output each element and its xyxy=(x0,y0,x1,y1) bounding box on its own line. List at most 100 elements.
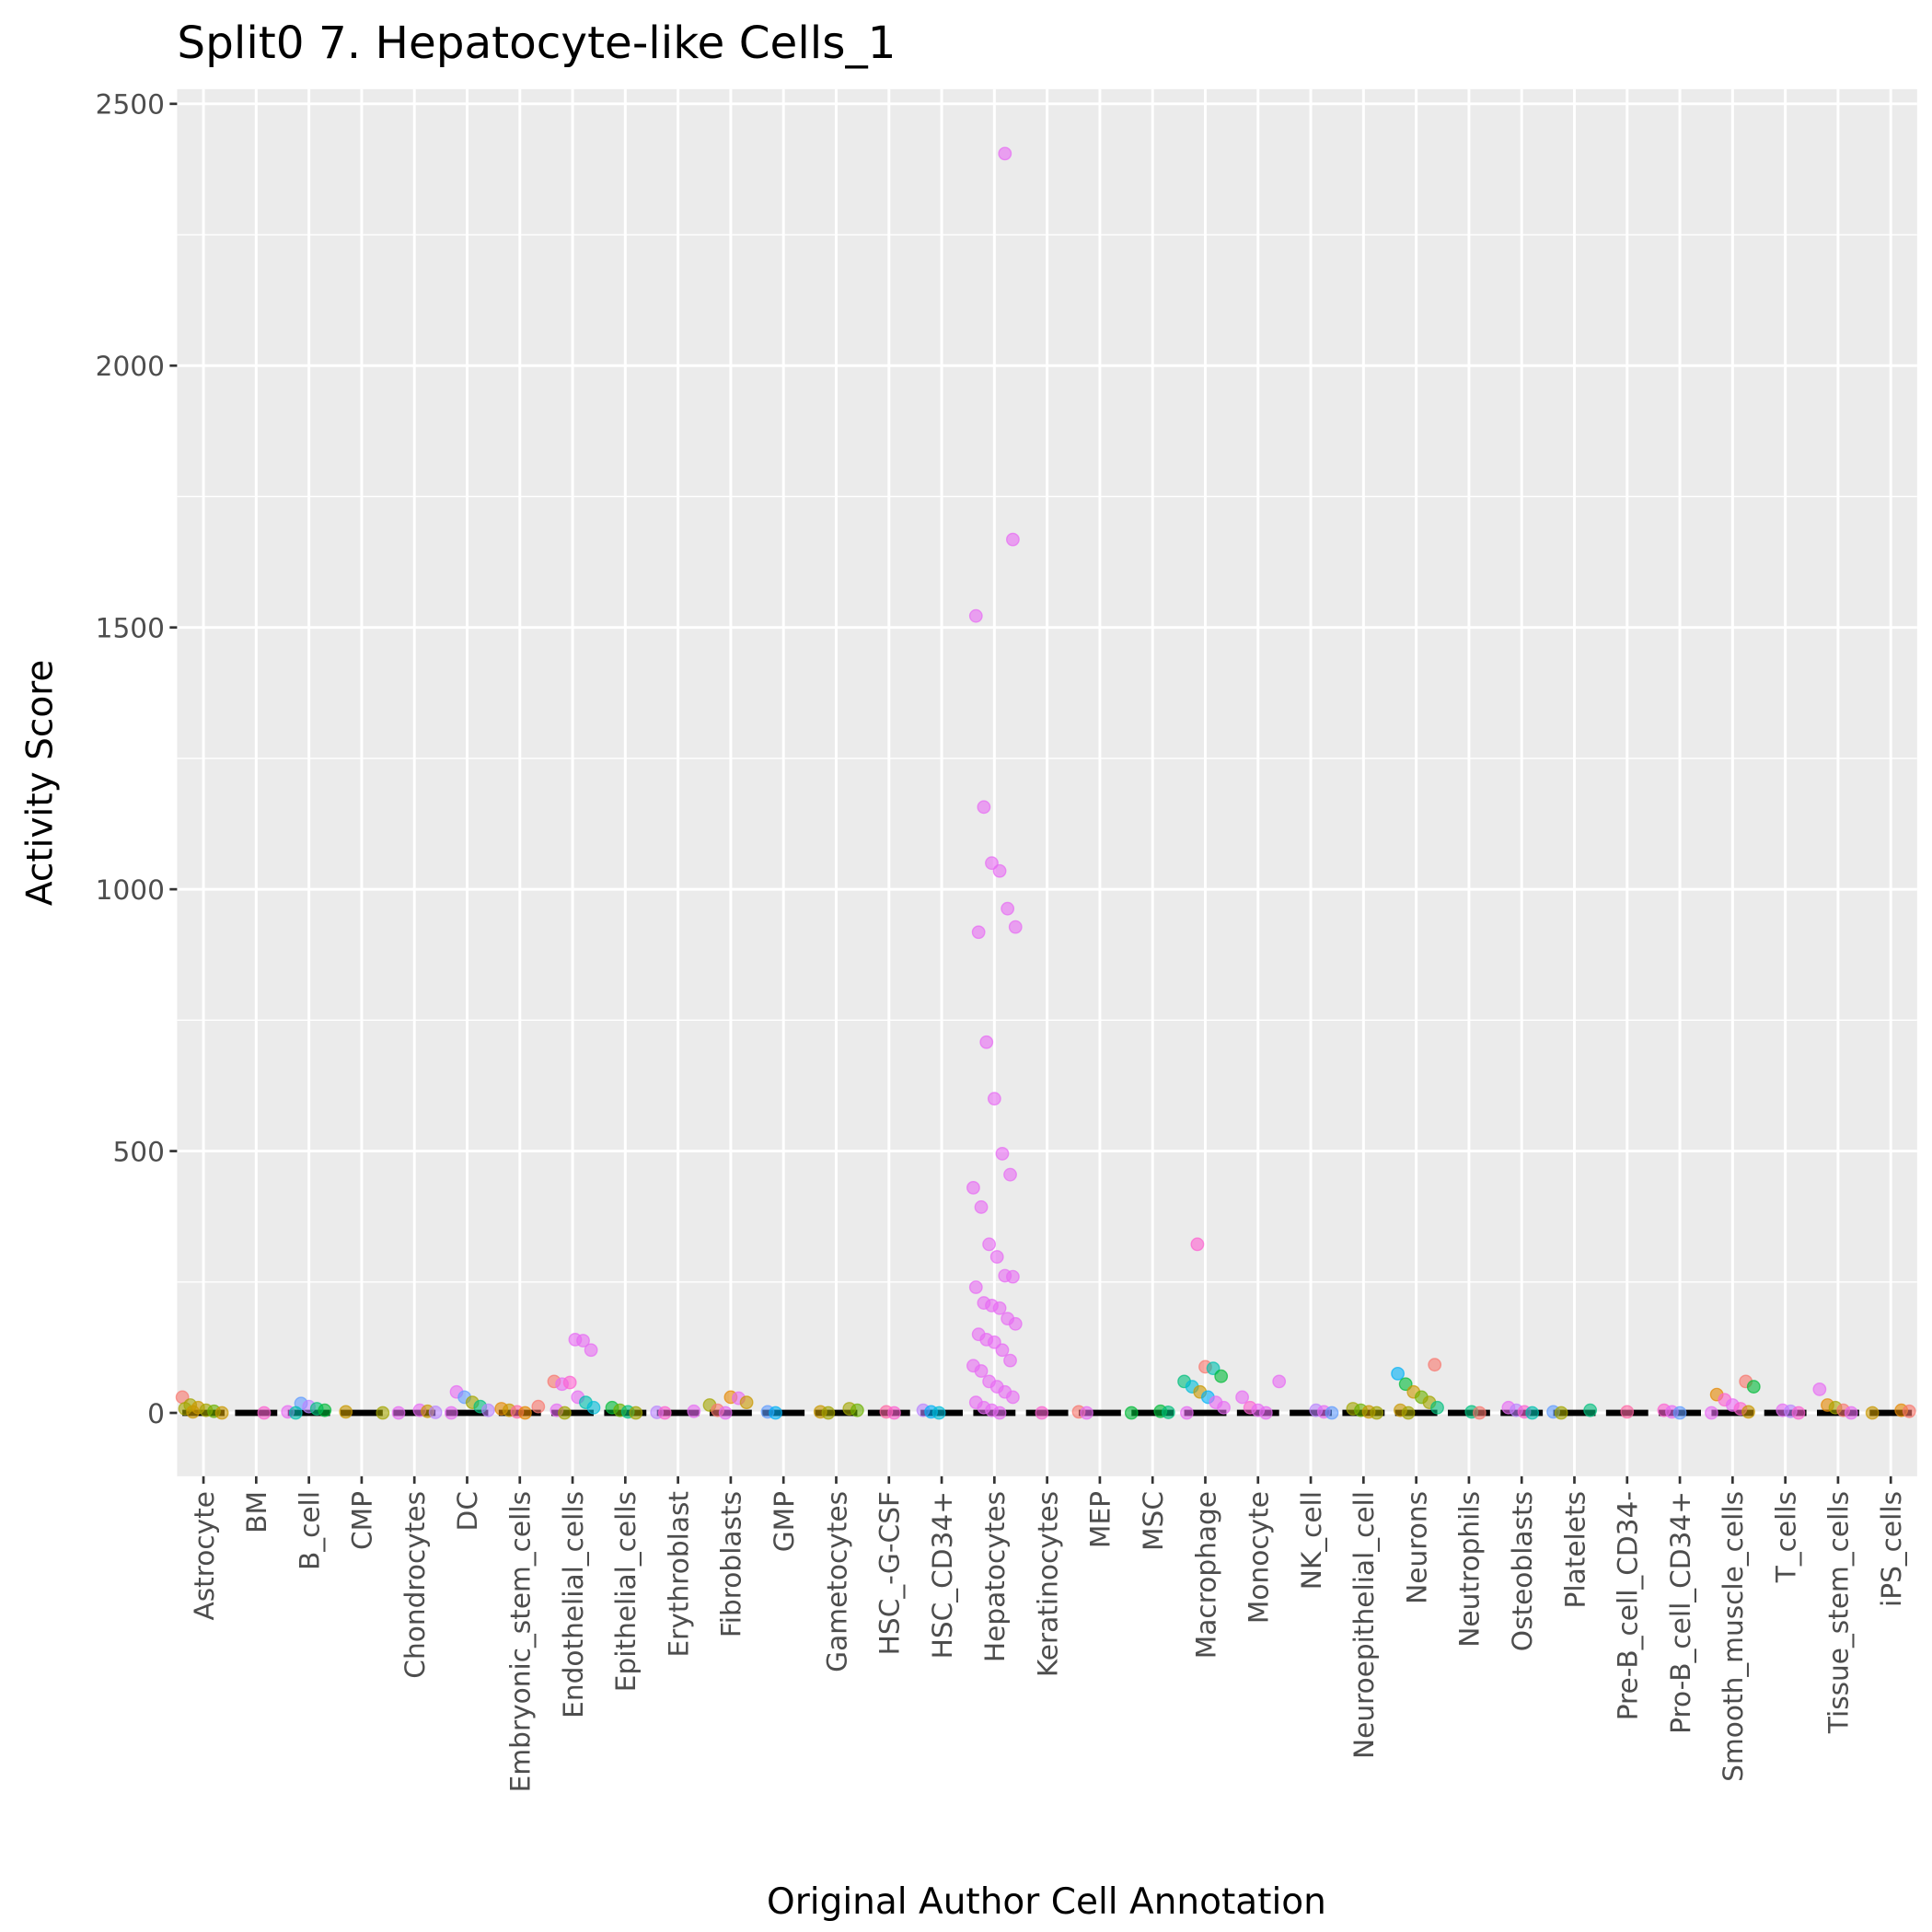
point xyxy=(1003,1353,1017,1368)
point xyxy=(989,1250,1004,1264)
x-tick-label: Endothelial_cells xyxy=(558,1491,589,1718)
x-tick-label: GMP xyxy=(769,1491,800,1552)
point xyxy=(657,1406,672,1420)
point xyxy=(1583,1403,1598,1417)
point xyxy=(1620,1405,1635,1419)
point xyxy=(1217,1400,1231,1415)
point xyxy=(1554,1406,1568,1420)
point xyxy=(584,1343,598,1358)
point xyxy=(1472,1406,1487,1420)
point xyxy=(1005,532,1020,547)
chart-title: Split0 7. Hepatocyte-like Cells_1 xyxy=(177,17,896,69)
point xyxy=(531,1399,546,1414)
point xyxy=(1401,1406,1416,1420)
point xyxy=(576,1334,590,1348)
point xyxy=(850,1403,864,1417)
axes: 0 500 1000 1500 2000 2500 Astrocyte BM B_cell CMP… xyxy=(96,89,1907,1793)
x-tick-label: Osteoblasts xyxy=(1507,1491,1538,1651)
x-tick-label: BM xyxy=(241,1491,272,1533)
point xyxy=(428,1406,443,1419)
x-tick-label: T_cells xyxy=(1770,1491,1801,1583)
point xyxy=(1902,1404,1916,1418)
point xyxy=(288,1406,303,1420)
point xyxy=(1161,1406,1175,1419)
point xyxy=(1008,1316,1023,1331)
y-tick-label: 0 xyxy=(147,1398,165,1429)
point xyxy=(1525,1406,1540,1420)
point xyxy=(769,1406,783,1420)
point xyxy=(992,1406,1007,1420)
point xyxy=(971,925,986,940)
x-tick-label: Gametocytes xyxy=(821,1491,852,1672)
y-tick-label: 1500 xyxy=(96,612,165,643)
y-tick-label: 2000 xyxy=(96,351,165,382)
point xyxy=(1214,1369,1229,1383)
y-axis-title: Activity Score xyxy=(20,660,62,906)
x-tick-label: Platelets xyxy=(1559,1491,1591,1608)
point xyxy=(1235,1390,1249,1405)
point xyxy=(376,1406,390,1420)
point xyxy=(1705,1406,1718,1420)
point xyxy=(687,1404,701,1418)
point xyxy=(887,1406,901,1420)
point xyxy=(718,1406,733,1420)
point xyxy=(931,1406,946,1420)
point xyxy=(1272,1374,1287,1389)
point xyxy=(998,146,1012,161)
point xyxy=(480,1403,495,1417)
point xyxy=(391,1406,406,1420)
point xyxy=(1003,1167,1017,1182)
marks xyxy=(175,146,1916,1420)
point xyxy=(977,800,991,815)
point xyxy=(1080,1406,1093,1420)
x-tick-label: Keratinocytes xyxy=(1032,1491,1063,1677)
point xyxy=(1370,1406,1384,1420)
x-tick-label: Erythroblast xyxy=(663,1491,694,1658)
point xyxy=(1001,901,1015,916)
x-tick-label: DC xyxy=(452,1491,483,1531)
y-tick-label: 2500 xyxy=(96,89,165,121)
point xyxy=(1791,1406,1806,1420)
x-tick-label: MSC xyxy=(1138,1491,1169,1551)
point xyxy=(992,1301,1007,1315)
point xyxy=(1391,1366,1405,1381)
x-tick-label: Fibroblasts xyxy=(716,1491,747,1637)
x-tick-label: Tissue_stem_cells xyxy=(1823,1491,1855,1734)
point xyxy=(1180,1406,1194,1420)
x-tick-label: Neutrophils xyxy=(1454,1491,1486,1648)
point xyxy=(1844,1406,1858,1420)
x-tick-label: Pre-B_cell_CD34- xyxy=(1613,1491,1644,1720)
x-axis-title: Original Author Cell Annotation xyxy=(767,1881,1326,1923)
x-tick-label: HSC_CD34+ xyxy=(927,1491,958,1659)
x-tick-label: Astrocyte xyxy=(189,1491,220,1620)
point xyxy=(1190,1237,1205,1252)
point xyxy=(1812,1382,1827,1396)
x-tick-label: CMP xyxy=(347,1491,378,1550)
point xyxy=(214,1406,229,1420)
point xyxy=(1258,1406,1273,1420)
point xyxy=(968,608,983,623)
point xyxy=(979,1035,994,1049)
x-tick-label: Pro-B_cell_CD34+ xyxy=(1665,1491,1696,1734)
x-tick-label: Hepatocytes xyxy=(979,1491,1011,1662)
x-tick-label: MEP xyxy=(1085,1491,1116,1548)
point xyxy=(318,1403,332,1417)
x-tick-label: HSC_-G-CSF xyxy=(874,1491,906,1655)
point xyxy=(629,1406,643,1420)
point xyxy=(995,1147,1010,1161)
x-tick-label: Embryonic_stem_cells xyxy=(505,1491,537,1792)
point xyxy=(992,863,1007,878)
point xyxy=(1865,1406,1880,1420)
x-tick-label: Neurons xyxy=(1401,1491,1432,1604)
point xyxy=(1005,1390,1020,1405)
point xyxy=(966,1180,980,1195)
grid xyxy=(177,88,1917,1476)
point xyxy=(1005,1269,1020,1284)
point xyxy=(739,1395,754,1410)
point xyxy=(995,1343,1010,1358)
x-tick-label: Macrophage xyxy=(1190,1491,1221,1659)
point xyxy=(518,1406,532,1420)
point xyxy=(974,1364,989,1378)
point xyxy=(339,1405,353,1419)
point xyxy=(1430,1400,1444,1415)
